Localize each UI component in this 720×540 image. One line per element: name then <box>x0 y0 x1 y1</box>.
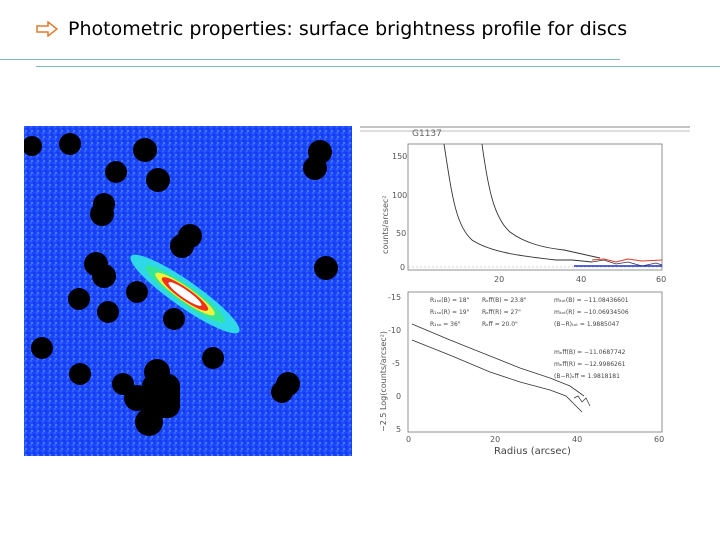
bottom-y-tick: 5 <box>396 425 401 434</box>
bottom-y-tick: -5 <box>392 359 400 368</box>
annotation-left: R₁ₛₒ(R) = 19" <box>430 309 470 316</box>
top-panel: 150 100 50 0 20 40 60 counts/arcsec² <box>381 143 666 284</box>
x-tick: 60 <box>654 435 664 444</box>
star-masks <box>24 133 338 436</box>
annotation-right: mₜₒₜ(R) = −10.06934506 <box>554 309 629 316</box>
annotation-mid: Rₑff(R) = 27" <box>482 309 521 316</box>
bottom-y-tick: -10 <box>388 326 401 335</box>
top-y-label: counts/arcsec² <box>381 195 390 254</box>
galaxy-id: G1137 <box>412 129 442 139</box>
slide-title: Photometric properties: surface brightne… <box>68 18 628 40</box>
x-tick: 20 <box>490 435 500 444</box>
x-axis-label: Radius (arcsec) <box>494 446 571 456</box>
annotation-right: (B−R)ₜₒₜ = 1.9885047 <box>554 321 619 328</box>
galaxy <box>130 254 240 334</box>
top-y-tick: 0 <box>400 263 405 272</box>
x-tick-top: 60 <box>656 275 666 284</box>
annotation-right: mₜₒₜ(B) = −11.08436601 <box>554 297 629 304</box>
title-rule-bottom <box>36 66 720 67</box>
top-y-tick: 150 <box>392 152 407 161</box>
x-tick: 40 <box>572 435 582 444</box>
annotation-right: (B−R)ₑff = 1.9818181 <box>554 373 620 380</box>
title-rule-top <box>0 59 620 60</box>
annotation-mid: Rₑff = 20.0" <box>482 321 518 328</box>
galaxy-image <box>24 126 352 456</box>
bottom-panel: -15 -10 -5 0 5 0 20 40 60 Radius (arcsec… <box>379 291 664 456</box>
annotation-block: R₁ₛₒ(B) = 18" R₁ₛₒ(R) = 19" R₁ₛₒ = 36" R… <box>430 297 629 380</box>
x-tick-top: 40 <box>576 275 586 284</box>
bottom-y-tick: 0 <box>396 392 401 401</box>
slide-title-row: Photometric properties: surface brightne… <box>36 18 627 40</box>
top-y-tick: 50 <box>396 229 406 238</box>
profile-plot: G1137 150 100 50 0 20 40 60 counts/arcse… <box>360 126 690 456</box>
x-tick-top: 20 <box>494 275 504 284</box>
bottom-y-tick: -15 <box>388 293 401 302</box>
annotation-left: R₁ₛₒ = 36" <box>430 321 461 328</box>
hollow-right-arrow-icon <box>36 21 58 37</box>
x-tick: 0 <box>406 435 411 444</box>
annotation-right: mₑff(R) = −12.9986261 <box>554 361 626 368</box>
annotation-mid: Rₑff(B) = 23.8" <box>482 297 527 304</box>
bottom-y-label: −2.5 Log(counts/arcsec²) <box>379 331 388 432</box>
top-y-tick: 100 <box>392 191 407 200</box>
annotation-right: mₑff(B) = −11.0687742 <box>554 349 626 356</box>
annotation-left: R₁ₛₒ(B) = 18" <box>430 297 470 304</box>
